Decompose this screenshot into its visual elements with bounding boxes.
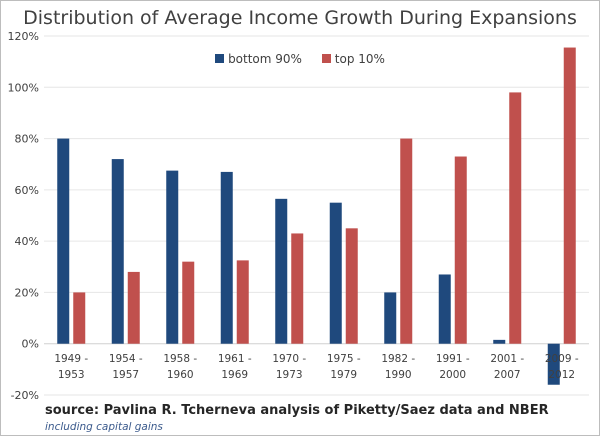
y-tick-label: -20% [11, 389, 39, 402]
x-tick-label: 2000 [439, 369, 466, 381]
x-tick-label: 1973 [276, 369, 303, 381]
y-tick-label: 40% [15, 235, 39, 248]
x-tick-label: 1961 - [218, 353, 252, 365]
bar-top-10 [73, 292, 86, 344]
x-tick-label: 1991 - [436, 353, 470, 365]
y-tick-label: 60% [15, 184, 39, 197]
legend-item-top-10: top 10% [321, 52, 385, 66]
legend-label: top 10% [334, 52, 385, 66]
x-tick-label: 1953 [58, 369, 85, 381]
x-tick-label: 1957 [112, 369, 139, 381]
legend-swatch [215, 54, 225, 63]
bar-bottom-90 [547, 343, 560, 385]
x-tick-label: 2001 - [490, 353, 524, 365]
source-text: source: Pavlina R. Tcherneva analysis of… [45, 403, 549, 418]
bar-bottom-90 [166, 170, 179, 344]
x-tick-label: 1949 - [54, 353, 88, 365]
x-tick-label: 1969 [221, 369, 248, 381]
bar-top-10 [563, 47, 576, 344]
note-text: including capital gains [45, 421, 163, 433]
y-tick-label: 120% [8, 30, 39, 43]
y-tick-label: 100% [8, 81, 39, 94]
bar-top-10 [236, 260, 249, 344]
bar-top-10 [182, 261, 195, 344]
legend: bottom 90% top 10% [1, 52, 599, 66]
y-tick-label: 80% [15, 133, 39, 146]
bar-top-10 [345, 228, 358, 344]
legend-swatch [321, 54, 331, 63]
bar-bottom-90 [111, 159, 124, 344]
x-tick-label: 1960 [167, 369, 194, 381]
legend-item-bottom-90: bottom 90% [215, 52, 302, 66]
x-tick-label: 1954 - [109, 353, 143, 365]
bar-bottom-90 [493, 339, 506, 344]
x-tick-label: 1979 [330, 369, 357, 381]
bar-top-10 [127, 271, 140, 344]
bar-top-10 [400, 138, 413, 344]
x-tick-label: 1970 - [272, 353, 306, 365]
bar-top-10 [509, 92, 522, 344]
chart-title: Distribution of Average Income Growth Du… [23, 7, 577, 29]
x-tick-label: 1958 - [163, 353, 197, 365]
y-tick-label: 0% [22, 338, 39, 351]
x-tick-label: 1982 - [381, 353, 415, 365]
x-tick-label: 1975 - [327, 353, 361, 365]
x-tick-label: 2012 [548, 369, 575, 381]
x-tick-label: 1990 [385, 369, 412, 381]
bar-top-10 [454, 156, 467, 344]
legend-label: bottom 90% [228, 52, 302, 66]
x-tick-label: 2007 [494, 369, 521, 381]
bar-bottom-90 [438, 274, 451, 344]
bar-bottom-90 [220, 171, 233, 344]
y-tick-label: 20% [15, 286, 39, 299]
bar-bottom-90 [384, 292, 397, 344]
bar-bottom-90 [329, 202, 342, 344]
bar-top-10 [291, 233, 304, 344]
x-tick-label: 2009 - [545, 353, 579, 365]
bar-bottom-90 [57, 138, 70, 344]
bar-bottom-90 [275, 198, 288, 344]
